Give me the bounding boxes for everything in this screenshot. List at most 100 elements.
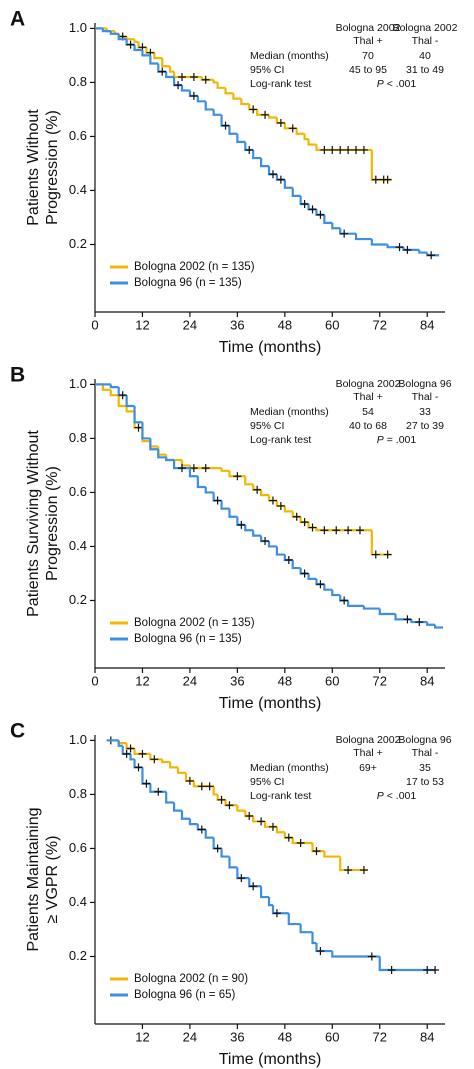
stats-header: Bologna 96: [398, 378, 451, 390]
censor-mark: [387, 965, 396, 974]
censor-mark: [272, 909, 281, 918]
x-tick-label: 24: [183, 673, 197, 688]
censor-mark: [276, 501, 285, 510]
y-tick-label: 1.0: [69, 732, 87, 747]
y-axis-label: Patients Maintaining: [25, 807, 42, 951]
p-symbol: P: [377, 434, 384, 446]
survival-step: [240, 98, 250, 106]
survival-step: [323, 584, 333, 591]
survival-step: [256, 109, 270, 116]
censor-mark: [189, 73, 198, 82]
survival-step: [220, 500, 230, 510]
x-tick-label: 24: [183, 1029, 197, 1044]
survival-step: [370, 530, 392, 556]
stats-cell: 69+: [359, 762, 377, 774]
x-tick-label: 0: [91, 673, 98, 688]
survival-step: [204, 101, 214, 111]
censor-mark: [336, 145, 345, 154]
survival-step: [267, 541, 277, 548]
survival-step: [426, 622, 436, 626]
censor-mark: [312, 847, 321, 856]
survival-step: [228, 125, 238, 135]
survival-step: [133, 44, 143, 52]
censor-mark: [213, 844, 222, 853]
censor-mark: [344, 145, 353, 154]
x-tick-label: 72: [373, 317, 387, 332]
survival-step: [299, 924, 313, 934]
stats-header: Thal +: [353, 391, 382, 403]
censor-mark: [276, 175, 285, 184]
censor-mark: [268, 822, 277, 831]
survival-step: [176, 767, 186, 774]
y-tick-label: 0.6: [69, 484, 87, 499]
survival-step: [133, 39, 139, 44]
survival-step: [169, 762, 179, 769]
y-axis-label: ≥ VGPR (%): [44, 836, 61, 924]
censor-mark: [355, 526, 364, 535]
survival-step: [117, 740, 127, 745]
p-value: = .001: [387, 434, 417, 446]
km-chart: B 0.2 0.4 0.6 0.8 1.0 0 12 24 36 48 60 72 84 Time (mon…: [10, 364, 452, 712]
survival-step: [212, 79, 218, 84]
y-tick-label: 1.0: [69, 376, 87, 391]
survival-step: [161, 759, 171, 764]
stats-row-label: 95% CI: [250, 64, 284, 76]
censor-mark: [197, 825, 206, 834]
legend-label: Bologna 96 (n = 65): [134, 989, 236, 1001]
survival-step: [204, 487, 214, 494]
censor-mark: [300, 569, 309, 578]
y-tick-label: 0.6: [69, 128, 87, 143]
survival-step: [394, 613, 412, 621]
survival-step: [260, 489, 270, 497]
x-tick-label: 84: [420, 1029, 434, 1044]
censor-mark: [352, 145, 361, 154]
survival-step: [295, 128, 305, 135]
x-tick-label: 24: [183, 317, 197, 332]
censor-mark: [237, 520, 246, 529]
survival-step: [232, 93, 242, 100]
stats-row-label: Median (months): [250, 50, 329, 62]
survival-step: [212, 109, 222, 116]
stats-header: Bologna 96: [398, 734, 451, 746]
survival-step: [188, 818, 198, 826]
censor-mark: [300, 199, 309, 208]
survival-step: [267, 897, 273, 907]
survival-step: [165, 791, 175, 804]
censor-mark: [217, 795, 226, 804]
survival-step: [236, 133, 246, 143]
survival-step: [165, 71, 175, 79]
survival-step: [196, 476, 206, 489]
censor-mark: [134, 763, 143, 772]
survival-step: [220, 468, 230, 472]
censor-mark: [344, 526, 353, 535]
censor-mark: [371, 175, 380, 184]
survival-step: [252, 149, 262, 160]
survival-step: [354, 233, 372, 241]
survival-step: [149, 55, 159, 65]
censor-mark: [403, 245, 412, 254]
censor-mark: [185, 776, 194, 785]
censor-mark: [320, 526, 329, 535]
y-tick-label: 0.2: [69, 236, 87, 251]
censor-mark: [296, 839, 305, 848]
survival-step: [307, 139, 317, 146]
stats-header: Thal -: [412, 747, 439, 759]
censor-mark: [221, 121, 230, 130]
survival-step: [133, 406, 143, 424]
survival-step: [331, 222, 341, 230]
x-tick-label: 36: [230, 1029, 244, 1044]
x-tick-label: 84: [420, 673, 434, 688]
survival-step: [165, 457, 175, 462]
survival-step: [188, 468, 198, 478]
y-tick-label: 0.2: [69, 948, 87, 963]
survival-step: [228, 856, 238, 869]
stats-cell: 40: [419, 50, 431, 62]
stats-cell: 35: [419, 762, 431, 774]
survival-step: [141, 50, 151, 57]
censor-mark: [142, 779, 151, 788]
survival-step: [172, 71, 202, 79]
censor-mark: [201, 464, 210, 473]
y-axis-label: Patients Surviving Without: [25, 430, 42, 617]
x-tick-label: 0: [91, 317, 98, 332]
survival-step: [216, 82, 226, 89]
